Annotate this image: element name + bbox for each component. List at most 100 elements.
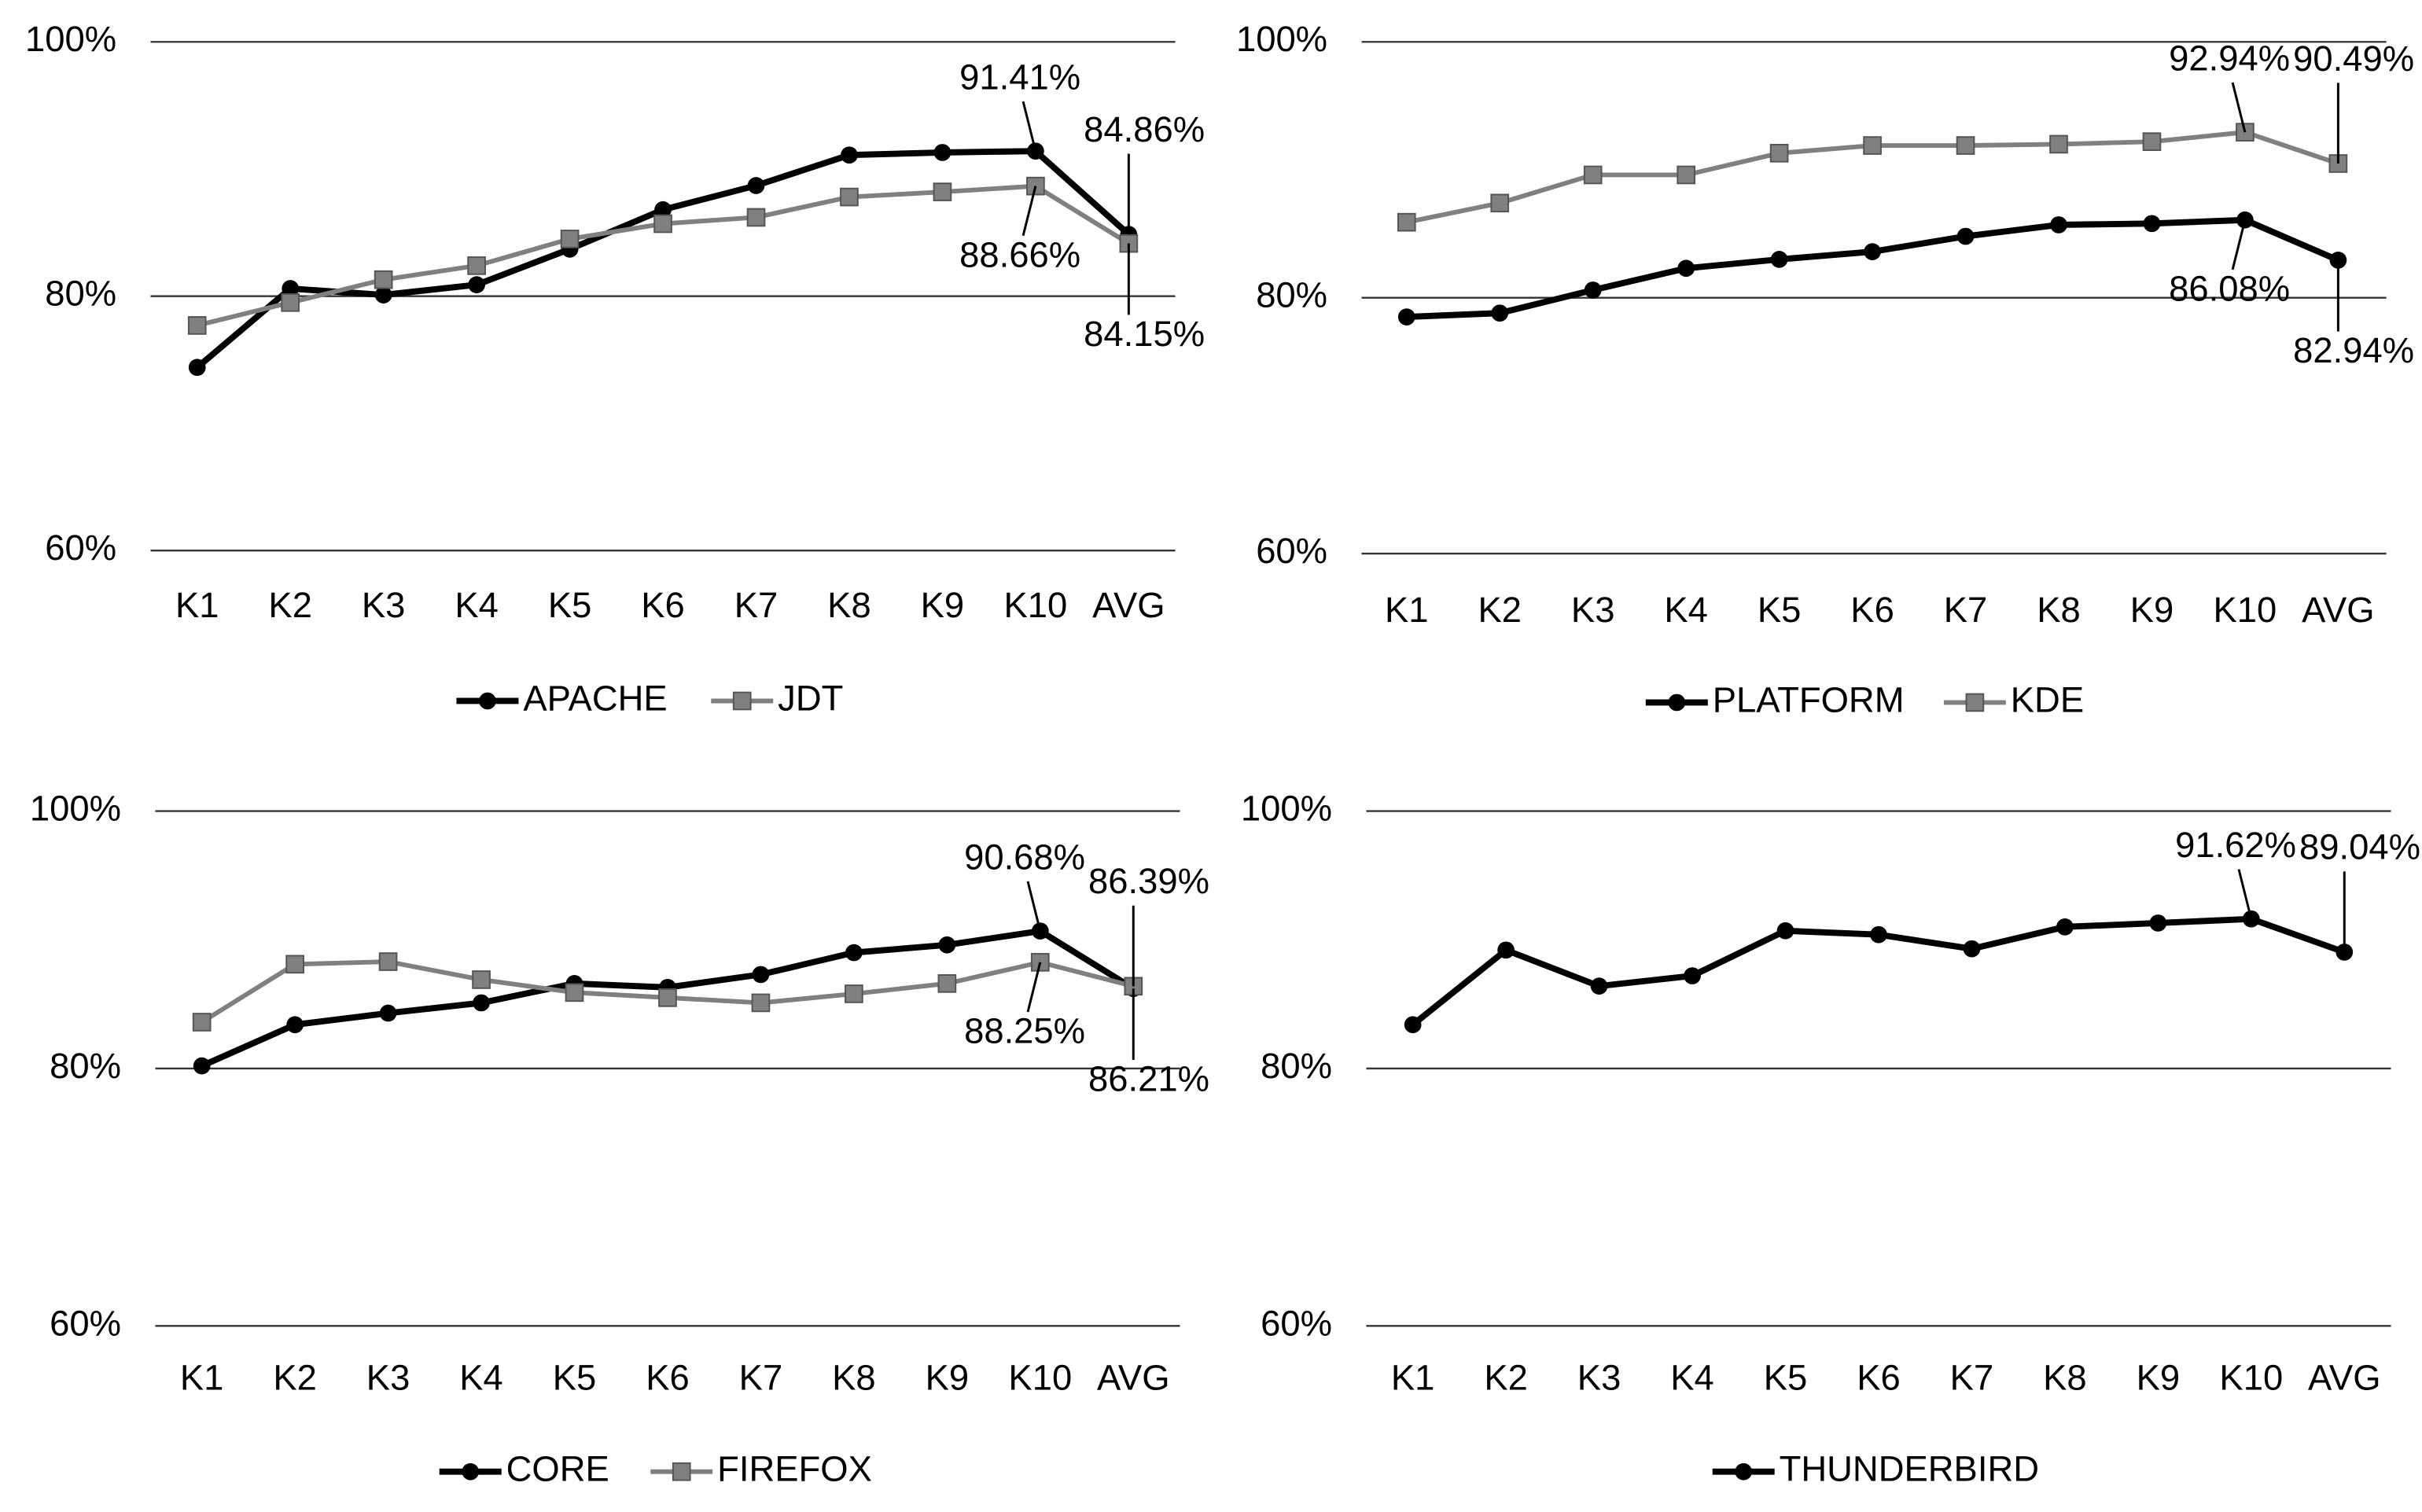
data-point <box>938 936 956 954</box>
y-tick-label: 80% <box>50 1046 121 1086</box>
data-point <box>2149 914 2167 932</box>
data-point <box>933 144 952 161</box>
legend-label: KDE <box>2011 679 2084 719</box>
data-label: 90.68% <box>964 837 1085 877</box>
x-tick-label: K1 <box>1391 1357 1435 1397</box>
x-tick-label: K4 <box>1664 590 1708 630</box>
y-tick-label: 80% <box>1261 1046 1332 1086</box>
data-point <box>379 1004 397 1022</box>
legend-marker <box>1668 693 1686 712</box>
x-tick-label: K6 <box>1850 590 1894 630</box>
data-point <box>1956 227 1975 245</box>
data-label: 86.39% <box>1088 861 1209 901</box>
data-point <box>1864 243 1881 260</box>
data-point <box>751 993 771 1013</box>
data-label: 92.94% <box>2169 38 2290 78</box>
data-point <box>1956 136 1975 155</box>
x-tick-label: K5 <box>1764 1357 1808 1397</box>
data-point <box>1490 193 1510 213</box>
y-tick-label: 100% <box>1236 19 1327 59</box>
x-tick-label: K7 <box>1950 1357 1994 1397</box>
x-tick-label: K6 <box>641 585 685 625</box>
x-tick-label: K10 <box>1004 585 1068 625</box>
data-point <box>1770 251 1788 268</box>
data-point <box>560 230 580 248</box>
data-point <box>1684 967 1701 984</box>
data-point <box>2049 134 2068 154</box>
x-tick-label: K10 <box>2219 1357 2283 1397</box>
data-point <box>1030 953 1050 972</box>
data-point <box>282 280 300 297</box>
data-point <box>2143 215 2161 233</box>
data-label: 91.62% <box>2175 825 2296 865</box>
data-point <box>1776 922 1794 940</box>
data-point <box>378 952 398 971</box>
data-label: 89.04% <box>2299 827 2420 867</box>
legend-label: CORE <box>506 1449 609 1489</box>
data-label: 84.86% <box>1084 109 1205 149</box>
data-label: 90.49% <box>2293 39 2414 79</box>
data-point <box>1497 941 1515 959</box>
x-tick-label: K7 <box>1944 590 1988 630</box>
x-tick-label: AVG <box>2302 590 2375 630</box>
data-point <box>658 988 677 1007</box>
legend-marker <box>479 692 496 710</box>
data-point <box>468 276 485 294</box>
data-point <box>1404 1016 1422 1034</box>
x-tick-label: AVG <box>1097 1357 1170 1397</box>
x-tick-label: K9 <box>2137 1357 2181 1397</box>
x-tick-label: K2 <box>1484 1357 1528 1397</box>
x-tick-label: K5 <box>1758 590 1802 630</box>
data-point <box>2050 216 2067 234</box>
data-point <box>746 208 766 227</box>
x-tick-label: K2 <box>1478 590 1522 630</box>
data-label: 88.25% <box>964 1011 1085 1051</box>
x-tick-label: K2 <box>273 1357 317 1397</box>
data-point <box>1963 940 1981 958</box>
x-tick-label: K6 <box>646 1357 690 1397</box>
data-point <box>747 177 765 194</box>
x-tick-label: K7 <box>734 585 778 625</box>
data-point <box>933 182 952 201</box>
data-label: 84.15% <box>1084 314 1205 354</box>
x-tick-label: K3 <box>1577 1357 1621 1397</box>
data-point <box>752 966 770 984</box>
x-tick-label: AVG <box>1092 585 1165 625</box>
legend-marker <box>732 691 752 711</box>
data-point <box>1397 308 1415 326</box>
x-tick-label: K9 <box>921 585 965 625</box>
data-label: 91.41% <box>959 57 1080 97</box>
data-point <box>1590 977 1608 995</box>
data-point <box>1677 165 1695 185</box>
legend-label: PLATFORM <box>1713 679 1905 719</box>
y-tick-label: 100% <box>30 789 121 829</box>
label-leader <box>2237 869 2253 920</box>
label-leader <box>1026 962 1042 1013</box>
data-point <box>1870 925 1887 944</box>
label-leader <box>1026 881 1042 932</box>
x-tick-label: K8 <box>832 1357 876 1397</box>
data-point <box>845 984 863 1003</box>
x-tick-label: K2 <box>268 585 312 625</box>
label-leader <box>1021 186 1037 237</box>
legend-marker <box>1965 693 1985 712</box>
legend-label: THUNDERBIRD <box>1780 1449 2039 1489</box>
data-point <box>565 983 584 1002</box>
legend-marker <box>672 1462 691 1481</box>
x-tick-label: K9 <box>2130 590 2174 630</box>
y-tick-label: 100% <box>1241 789 1332 829</box>
x-tick-label: K4 <box>459 1357 503 1397</box>
x-tick-label: K3 <box>362 585 406 625</box>
label-leader <box>2231 219 2247 270</box>
data-point <box>845 944 863 962</box>
y-tick-label: 80% <box>1256 275 1327 315</box>
data-point <box>1769 143 1789 163</box>
data-point <box>1863 136 1882 155</box>
data-point <box>1397 212 1416 232</box>
data-point <box>2056 918 2074 936</box>
x-tick-label: K10 <box>2214 590 2277 630</box>
data-point <box>374 286 392 304</box>
y-tick-label: 60% <box>45 528 116 568</box>
y-tick-label: 60% <box>50 1303 121 1343</box>
